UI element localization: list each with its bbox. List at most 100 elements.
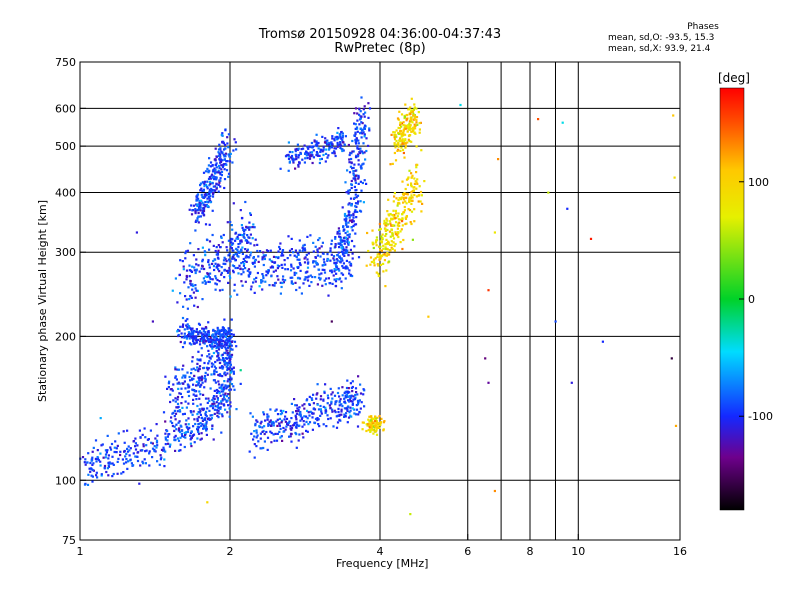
echo-point <box>226 160 229 163</box>
echo-point <box>315 151 318 154</box>
echo-point <box>216 264 219 268</box>
echo-point <box>380 417 383 420</box>
echo-point <box>351 252 354 255</box>
echo-point <box>217 357 220 360</box>
echo-point <box>187 394 191 398</box>
echo-point <box>333 147 336 150</box>
echo-point <box>298 413 301 416</box>
echo-point <box>336 391 340 395</box>
echo-point <box>413 193 416 197</box>
echo-point <box>219 173 222 176</box>
echo-point <box>343 415 346 418</box>
echo-point <box>162 446 165 449</box>
echo-point <box>210 362 213 365</box>
echo-point <box>217 249 220 252</box>
echo-point <box>278 245 281 249</box>
echo-point <box>217 329 220 332</box>
echo-point <box>327 417 330 421</box>
echo-point <box>190 430 193 433</box>
echo-point <box>269 408 272 411</box>
echo-point <box>672 114 675 117</box>
echo-point <box>317 238 320 242</box>
echo-point <box>201 339 204 342</box>
echo-point <box>207 321 210 324</box>
echo-point <box>354 208 357 212</box>
echo-point <box>399 130 402 133</box>
echo-point <box>111 462 114 465</box>
echo-point <box>206 205 209 208</box>
echo-point <box>176 382 179 385</box>
echo-point <box>347 221 350 224</box>
echo-point <box>222 164 225 167</box>
echo-point <box>293 254 296 257</box>
echo-point <box>221 151 224 154</box>
echo-point <box>390 224 393 227</box>
echo-point <box>247 236 250 239</box>
echo-point <box>198 203 201 206</box>
echo-point <box>204 192 208 195</box>
echo-point <box>303 243 306 246</box>
echo-point <box>174 418 177 421</box>
echo-point <box>337 137 340 140</box>
echo-point <box>259 432 262 435</box>
echo-point <box>156 460 159 463</box>
echo-point <box>204 423 207 426</box>
echo-point <box>203 185 206 188</box>
echo-point <box>314 245 317 248</box>
echo-point <box>223 318 226 321</box>
echo-point <box>392 131 395 134</box>
echo-point <box>316 403 319 406</box>
echo-point <box>144 436 147 439</box>
echo-point <box>106 434 109 437</box>
echo-point <box>216 359 219 362</box>
echo-point <box>221 353 224 356</box>
echo-point <box>197 197 200 200</box>
echo-point <box>126 429 129 432</box>
echo-point <box>412 114 415 117</box>
echo-point <box>195 390 198 393</box>
echo-point <box>189 335 192 338</box>
echo-point <box>350 415 353 418</box>
echo-point <box>349 399 352 403</box>
echo-point <box>227 281 230 284</box>
echo-point <box>217 338 220 342</box>
echo-point <box>199 359 202 362</box>
echo-point <box>179 392 182 395</box>
echo-point <box>354 232 357 235</box>
echo-point <box>355 216 358 219</box>
echo-point <box>409 198 412 201</box>
echo-point <box>396 149 399 152</box>
echo-point <box>207 339 210 342</box>
echo-point <box>312 149 315 152</box>
echo-point <box>205 415 208 418</box>
echo-point <box>309 154 312 157</box>
echo-point <box>357 176 360 179</box>
echo-point <box>248 228 251 231</box>
echo-point <box>547 191 550 194</box>
echo-point <box>217 346 220 349</box>
echo-point <box>351 139 354 143</box>
echo-point <box>255 429 258 432</box>
echo-point <box>350 239 354 243</box>
echo-point <box>186 249 189 252</box>
echo-point <box>365 149 368 153</box>
echo-point <box>199 184 202 187</box>
echo-point <box>253 430 256 433</box>
echo-point <box>223 361 226 364</box>
echo-point <box>354 223 358 226</box>
echo-point <box>204 282 207 285</box>
echo-point <box>89 470 92 473</box>
echo-point <box>333 409 336 412</box>
echo-point <box>355 137 358 140</box>
echo-point <box>386 223 390 226</box>
echo-point <box>389 222 392 225</box>
echo-point <box>153 449 156 453</box>
echo-point <box>342 225 345 229</box>
echo-point <box>87 473 90 476</box>
echo-point <box>117 457 120 460</box>
echo-point <box>206 336 209 339</box>
echo-point <box>270 275 273 278</box>
echo-point <box>341 265 344 268</box>
echo-point <box>192 410 195 413</box>
x-tick-label: 4 <box>377 545 384 558</box>
